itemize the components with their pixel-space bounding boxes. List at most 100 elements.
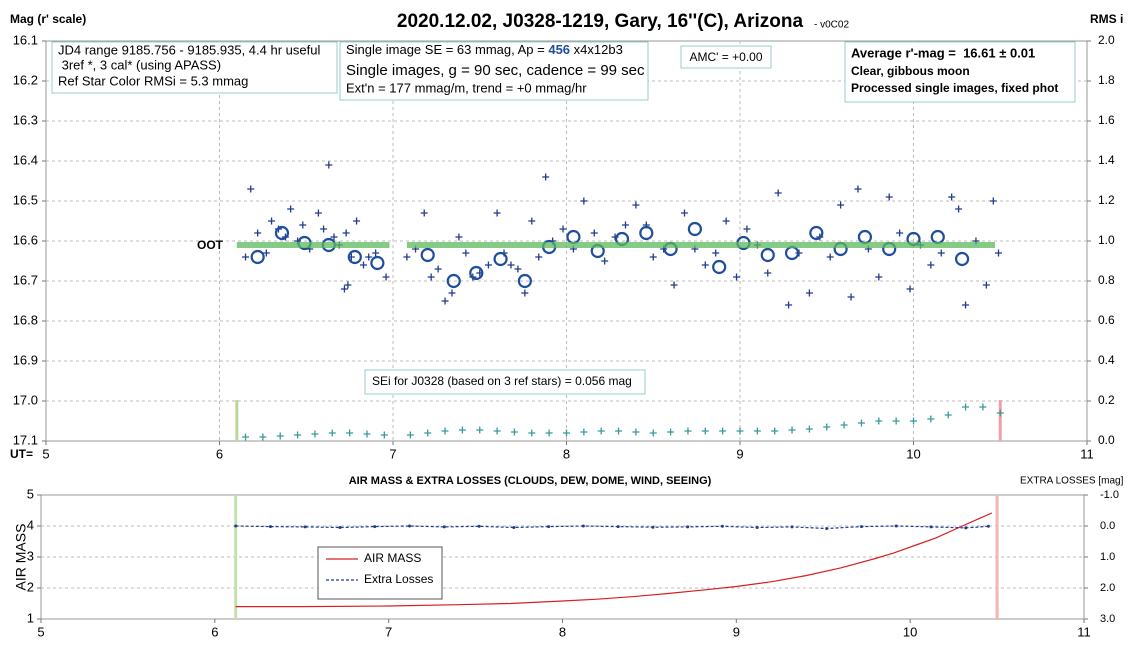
oot-label: OOT xyxy=(197,238,224,252)
data-point xyxy=(373,525,377,529)
x-tick-label: 7 xyxy=(389,446,396,461)
data-point xyxy=(701,427,709,435)
data-point xyxy=(424,429,432,437)
x-tick-label: 11 xyxy=(1080,446,1094,461)
data-point xyxy=(325,161,333,169)
data-point xyxy=(854,185,862,193)
data-point xyxy=(268,217,276,225)
binned-point xyxy=(517,273,532,289)
binned-point xyxy=(760,247,775,263)
data-point xyxy=(338,526,342,530)
setup-box xyxy=(339,41,649,101)
data-point xyxy=(406,431,414,439)
y2-tick-label: 0.8 xyxy=(1098,273,1115,287)
data-point xyxy=(294,431,302,439)
data-point xyxy=(427,273,435,281)
data-point xyxy=(823,423,831,431)
data-point xyxy=(979,403,987,411)
data-point xyxy=(989,197,997,205)
data-point xyxy=(303,525,307,529)
y-tick-label: 16.1 xyxy=(13,32,38,47)
y-tick-label: 16.6 xyxy=(13,232,38,247)
result-line: Processed single images, fixed phot xyxy=(851,81,1058,95)
data-point xyxy=(743,225,751,233)
data-point xyxy=(712,249,720,257)
y-tick-label: 4 xyxy=(27,517,34,532)
data-point xyxy=(559,225,567,233)
data-point xyxy=(774,189,782,197)
y-tick-label: 5 xyxy=(27,486,34,501)
data-point xyxy=(720,524,724,528)
data-point xyxy=(420,209,428,217)
y2-tick-label: 1.0 xyxy=(1100,551,1115,563)
data-point xyxy=(455,233,463,241)
data-point xyxy=(840,421,848,429)
data-point xyxy=(857,419,865,427)
data-point xyxy=(476,426,484,434)
legend-label: Extra Losses xyxy=(364,572,433,586)
binned-point xyxy=(446,273,461,289)
series-line xyxy=(235,512,993,608)
data-point xyxy=(649,253,657,261)
data-point xyxy=(477,524,481,528)
setup-line: Single image SE = 63 mmag, Ap = 456 x4x1… xyxy=(346,42,623,57)
binned-point xyxy=(274,225,290,241)
data-point xyxy=(736,427,744,435)
data-point xyxy=(986,524,990,528)
data-point xyxy=(340,285,348,293)
data-point xyxy=(937,249,945,257)
data-point xyxy=(363,430,371,438)
data-point xyxy=(535,253,543,261)
x-tick-label: 8 xyxy=(563,446,570,461)
y2-tick-label: 1.6 xyxy=(1098,113,1115,127)
data-point xyxy=(346,429,354,437)
data-point xyxy=(684,427,692,435)
result-line: Clear, gibbous moon xyxy=(851,64,970,78)
data-point xyxy=(955,205,963,213)
legend-box xyxy=(317,546,443,600)
data-point xyxy=(875,417,883,425)
data-point xyxy=(380,431,388,439)
data-point xyxy=(927,415,935,423)
data-point xyxy=(276,432,284,440)
data-point xyxy=(330,233,338,241)
data-point xyxy=(580,197,588,205)
data-point xyxy=(528,217,536,225)
data-point xyxy=(299,221,307,229)
y2-tick-label: 2.0 xyxy=(1100,582,1115,594)
legend-label: AIR MASS xyxy=(364,551,421,565)
data-point xyxy=(563,429,570,437)
data-point xyxy=(441,427,449,435)
info-line: 3ref *, 3 cal* (using APASS) xyxy=(58,57,221,72)
data-point xyxy=(964,526,968,530)
data-point xyxy=(805,425,813,433)
data-point xyxy=(601,257,609,265)
data-point xyxy=(590,229,598,237)
x-tick-label: 5 xyxy=(42,446,49,461)
data-point xyxy=(328,429,336,437)
sei-text: SEi for J0328 (based on 3 ref stars) = 0… xyxy=(372,374,632,388)
data-point xyxy=(342,229,350,237)
y-tick-label: 16.2 xyxy=(13,72,38,87)
y2-axis-title: EXTRA LOSSES [mag] xyxy=(1020,476,1124,487)
data-point xyxy=(512,526,516,530)
data-point xyxy=(764,269,772,277)
y2-tick-label: 0.2 xyxy=(1098,393,1115,407)
data-point xyxy=(510,428,518,436)
data-point xyxy=(962,403,970,411)
x-tick-label: 11 xyxy=(1077,624,1091,639)
data-point xyxy=(615,427,623,435)
y2-tick-label: 2.0 xyxy=(1098,33,1115,47)
data-point xyxy=(680,209,688,217)
x-tick-label: 8 xyxy=(559,624,566,639)
y-tick-label: 16.4 xyxy=(13,152,38,167)
chart-subtitle: - v0C02 xyxy=(814,20,849,31)
data-point xyxy=(581,524,585,528)
x-axis-title: UT= xyxy=(10,447,33,461)
data-point xyxy=(242,433,250,441)
data-point xyxy=(667,428,675,436)
data-point xyxy=(442,525,446,529)
data-point xyxy=(320,225,328,233)
aperture-value: 456 xyxy=(548,42,570,57)
